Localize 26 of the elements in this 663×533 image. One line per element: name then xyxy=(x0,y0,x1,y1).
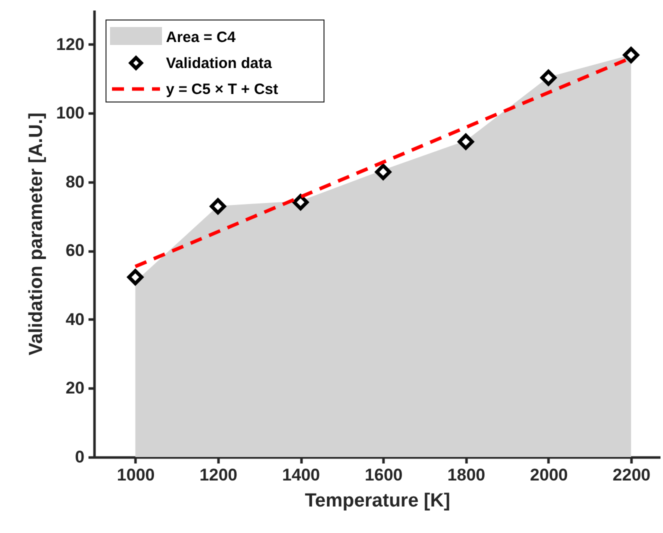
point xyxy=(623,46,640,64)
x-tick-label: 1800 xyxy=(447,466,486,484)
legend-label: y = C5 × T + Cst xyxy=(166,81,278,98)
y-tick-label: 80 xyxy=(66,172,84,192)
y-tick-label: 100 xyxy=(56,104,84,123)
x-axis-title: Temperature [K] xyxy=(304,490,450,512)
y-tick-label: 20 xyxy=(66,378,84,398)
point xyxy=(210,198,226,214)
y-tick-label: 40 xyxy=(66,310,84,329)
x-tick-label: 1400 xyxy=(282,466,320,484)
point xyxy=(292,194,309,210)
point xyxy=(127,269,144,286)
y-tick-label: 120 xyxy=(56,34,84,54)
point xyxy=(540,70,557,86)
legend-label: Validation data xyxy=(166,55,273,72)
x-tick-label: 1200 xyxy=(200,466,238,484)
point xyxy=(458,134,474,150)
x-tick-label: 2000 xyxy=(530,466,568,484)
y-tick-label: 60 xyxy=(66,241,84,260)
y-tick-label: 0 xyxy=(75,448,84,466)
x-tick-label: 2200 xyxy=(612,466,650,484)
legend-label: Area = C4 xyxy=(166,29,236,46)
point xyxy=(375,164,392,180)
x-tick-label: 1600 xyxy=(364,466,403,484)
x-tick-label: 1000 xyxy=(116,466,155,484)
y-axis-title: Validation parameter [A.U.] xyxy=(26,112,48,356)
